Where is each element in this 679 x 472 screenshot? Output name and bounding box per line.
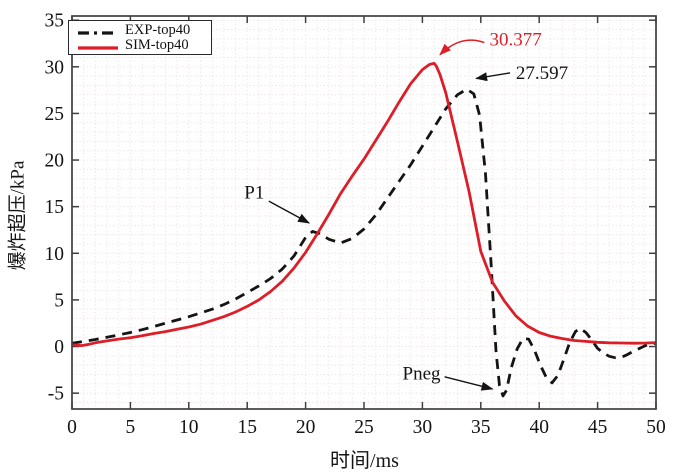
y-tick-label: 5 [54, 290, 64, 311]
annotation-arrow [268, 200, 310, 224]
annotation-arrow [444, 376, 494, 391]
annotation-arrow [475, 72, 511, 82]
grid [72, 16, 656, 409]
annotations: 30.377 27.597 P1 Pneg [244, 29, 568, 391]
y-tick-label: 30 [45, 57, 65, 78]
x-tick-label: 5 [126, 417, 136, 438]
y-tick-label: 10 [45, 244, 65, 265]
x-tick-label: 35 [471, 417, 491, 438]
x-tick-label: 25 [354, 417, 374, 438]
legend-item-label: SIM-top40 [125, 37, 189, 53]
y-axis-title: 爆炸超压/kPa [7, 160, 29, 271]
annotation-label: 27.597 [516, 63, 568, 84]
legend-line-sample [77, 25, 119, 35]
series-group [71, 61, 657, 398]
axis-box [71, 15, 657, 410]
annotation-label: Pneg [403, 364, 442, 385]
annotation-arrow [439, 39, 485, 56]
annotation-label: 30.377 [490, 29, 542, 50]
x-tick-label: 45 [588, 417, 608, 438]
y-tick-label: 0 [54, 337, 64, 358]
series-line-exp-top40 [71, 87, 657, 398]
x-tick-label: 0 [67, 417, 77, 438]
x-tick-label: 30 [413, 417, 433, 438]
annotation-label: P1 [244, 183, 264, 204]
y-tick-label: -5 [48, 384, 64, 405]
legend-item-label: EXP-top40 [125, 22, 191, 38]
x-tick-label: 15 [237, 417, 257, 438]
series-line-sim-top40 [71, 61, 657, 347]
legend-item-exp-top40: EXP-top40 [69, 23, 211, 37]
x-tick-label: 50 [646, 417, 666, 438]
x-tick-label: 10 [179, 417, 199, 438]
x-tick-label: 20 [296, 417, 316, 438]
legend-line-sample [77, 40, 119, 50]
x-axis-title: 时间/ms [330, 450, 399, 472]
y-tick-label: 25 [45, 104, 65, 125]
y-tick-label: 15 [45, 197, 65, 218]
x-tick-label: 40 [529, 417, 549, 438]
y-tick-label: 35 [45, 11, 65, 32]
legend-item-sim-top40: SIM-top40 [69, 38, 211, 52]
y-tick-label: 20 [45, 151, 65, 172]
legend: EXP-top40 SIM-top40 [68, 20, 212, 55]
